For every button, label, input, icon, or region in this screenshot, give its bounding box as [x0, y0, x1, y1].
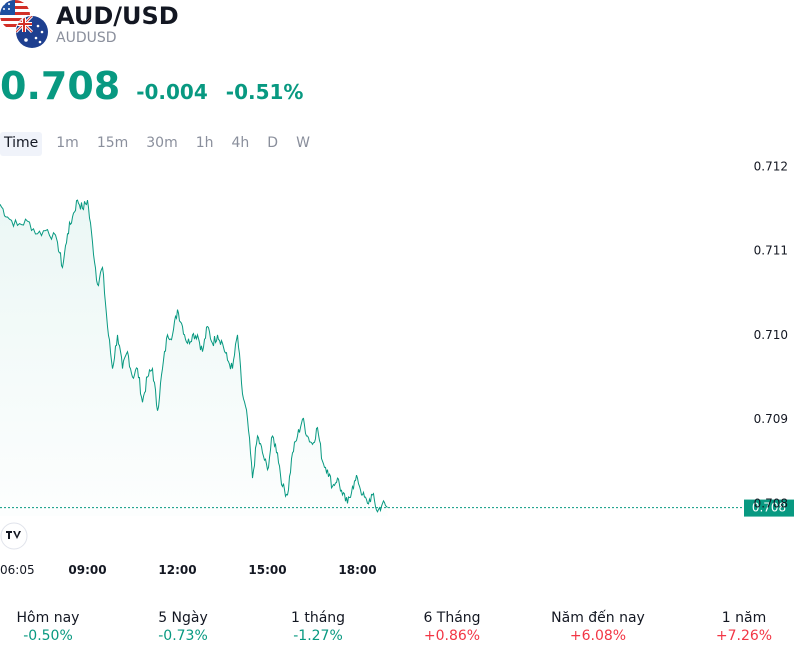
currency-flags-icon	[0, 0, 49, 49]
last-price: 0.708	[0, 64, 121, 108]
period-value: +6.08%	[569, 628, 627, 644]
price-chart[interactable]: 0.708 0.712 0.711 0.710 0.709 0.708 06:05 09:…	[0, 158, 800, 578]
tab-15m[interactable]: 15m	[96, 135, 129, 151]
symbol-header: AUD/USD AUDUSD	[0, 0, 800, 50]
current-price-label: 0.708	[752, 501, 786, 515]
tab-30m[interactable]: 30m	[146, 135, 178, 151]
period-item[interactable]: 6 Tháng +0.86%	[387, 610, 517, 644]
period-value: -0.73%	[158, 628, 208, 644]
period-item[interactable]: 5 Ngày -0.73%	[118, 610, 248, 644]
period-label: Năm đến nay	[551, 610, 645, 626]
x-tick-label: 12:00	[158, 563, 196, 577]
price-change: -0.004	[136, 80, 208, 104]
quote-row: 0.708 -0.004 -0.51%	[0, 64, 303, 108]
price-change-percent: -0.51%	[225, 80, 304, 104]
period-value: +0.86%	[423, 628, 481, 644]
x-tick-label: 06:05	[0, 563, 35, 577]
current-price-label-bg	[744, 499, 794, 517]
period-label: Hôm nay	[16, 610, 80, 626]
period-value: -1.27%	[293, 628, 343, 644]
symbol-title: AUD/USD	[56, 2, 179, 30]
period-label: 6 Tháng	[423, 610, 481, 626]
tab-d[interactable]: D	[267, 135, 279, 151]
period-item[interactable]: 1 năm +7.26%	[679, 610, 800, 644]
period-label: 1 tháng	[290, 610, 346, 626]
period-item[interactable]: Năm đến nay +6.08%	[533, 610, 663, 644]
performance-periods: Hôm nay -0.50% 5 Ngày -0.73% 1 tháng -1.27% 6 …	[0, 610, 800, 650]
tab-time[interactable]: Time	[0, 132, 43, 156]
tab-w[interactable]: W	[296, 135, 310, 151]
y-tick-label: 0.710	[754, 328, 788, 342]
period-label: 1 năm	[721, 610, 767, 626]
x-tick-label: 18:00	[338, 563, 376, 577]
period-value: +7.26%	[715, 628, 773, 644]
x-tick-label: 15:00	[248, 563, 286, 577]
period-value: -0.50%	[23, 628, 73, 644]
tab-4h[interactable]: 4h	[231, 135, 250, 151]
y-tick-label: 0.711	[754, 244, 788, 258]
period-label: 5 Ngày	[158, 610, 208, 626]
timeframe-tabs: Time 1m 15m 30m 1h 4h D W	[0, 132, 324, 156]
price-line	[0, 199, 388, 513]
tab-1h[interactable]: 1h	[195, 135, 214, 151]
tab-1m[interactable]: 1m	[56, 135, 79, 151]
au-flag-icon	[16, 16, 48, 48]
tradingview-logo-icon[interactable]	[0, 522, 28, 550]
symbol-code: AUDUSD	[56, 30, 117, 46]
period-item[interactable]: 1 tháng -1.27%	[253, 610, 383, 644]
period-item[interactable]: Hôm nay -0.50%	[0, 610, 113, 644]
y-tick-label: 0.708	[754, 496, 788, 510]
y-tick-label: 0.709	[754, 412, 788, 426]
price-area-fill	[0, 200, 388, 516]
x-tick-label: 09:00	[68, 563, 106, 577]
y-tick-label: 0.712	[754, 159, 788, 173]
